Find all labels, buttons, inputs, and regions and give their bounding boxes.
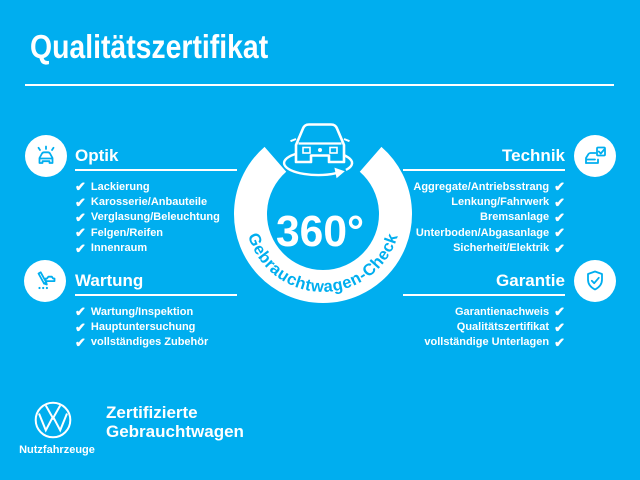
check-list: ✔ Lackierung ✔ Karosserie/Anbauteile ✔ Verg… — [75, 179, 237, 256]
car-rotation-icon — [282, 123, 354, 179]
title-divider — [25, 84, 614, 86]
section-underline — [75, 294, 237, 296]
checkmark-icon: ✔ — [554, 334, 565, 350]
checkmark-icon: ✔ — [554, 240, 565, 256]
check-item: Bremsanlage ✔ — [403, 210, 565, 225]
check-item: ✔ Verglasung/Beleuchtung — [75, 210, 237, 225]
checkmark-icon: ✔ — [554, 194, 565, 210]
check-item-label: Felgen/Reifen — [90, 226, 164, 239]
360-ring — [234, 146, 412, 303]
check-item: ✔ Hauptuntersuchung — [75, 319, 237, 334]
shield-check-icon — [587, 270, 603, 291]
check-item-label: Garantienachweis — [454, 305, 550, 318]
brand-label: Nutzfahrzeuge — [19, 444, 95, 456]
technik-section-badge — [574, 135, 616, 177]
check-item: Qualitätszertifikat ✔ — [403, 319, 565, 334]
vw-logo — [34, 401, 72, 439]
page-title: Qualitätszertifikat — [30, 28, 269, 65]
section-garantie: Garantie Garantienachweis ✔ Qualitätszert… — [403, 271, 565, 350]
optik-section-badge — [25, 135, 67, 177]
checkmark-icon: ✔ — [75, 225, 86, 241]
check-item-label: Innenraum — [90, 242, 148, 255]
check-item-label: Unterboden/Abgasanlage — [415, 226, 550, 239]
check-item: Sicherheit/Elektrik ✔ — [403, 241, 565, 256]
check-item: ✔ Innenraum — [75, 241, 237, 256]
check-item: Aggregate/Antriebsstrang ✔ — [403, 179, 565, 194]
check-item: ✔ Felgen/Reifen — [75, 225, 237, 240]
checkmark-icon: ✔ — [75, 179, 86, 195]
check-item: ✔ Karosserie/Anbauteile — [75, 194, 237, 209]
section-underline — [75, 169, 237, 171]
check-item-label: Qualitätszertifikat — [456, 321, 550, 334]
checkmark-icon: ✔ — [554, 304, 565, 320]
checkmark-icon: ✔ — [75, 334, 86, 350]
section-optik: Optik ✔ Lackierung ✔ Karosserie/Anbauteile… — [75, 146, 237, 256]
checkmark-icon: ✔ — [554, 179, 565, 195]
garantie-section-badge — [574, 260, 616, 302]
check-item-label: Karosserie/Anbauteile — [90, 196, 208, 209]
check-item-label: vollständiges Zubehör — [90, 336, 209, 349]
checkmark-icon: ✔ — [554, 209, 565, 225]
check-item-label: Wartung/Inspektion — [90, 305, 194, 318]
check-item-label: Lackierung — [90, 180, 150, 193]
sparkling-car-icon — [37, 145, 55, 164]
check-item: Garantienachweis ✔ — [403, 304, 565, 319]
section-title: Garantie — [496, 271, 565, 290]
check-item-label: Verglasung/Beleuchtung — [90, 211, 220, 224]
check-item-label: Hauptuntersuchung — [90, 321, 196, 334]
section-underline — [403, 169, 565, 171]
check-item: ✔ Lackierung — [75, 179, 237, 194]
section-technik: Technik Aggregate/Antriebsstrang ✔ Lenkun… — [403, 146, 565, 256]
checkmark-icon: ✔ — [75, 240, 86, 256]
check-list: ✔ Wartung/Inspektion ✔ Hauptuntersuchung ✔… — [75, 304, 237, 350]
check-item: ✔ vollständiges Zubehör — [75, 335, 237, 350]
checkmark-icon: ✔ — [554, 319, 565, 335]
wartung-section-badge — [24, 260, 66, 302]
check-item-label: vollständige Unterlagen — [424, 336, 550, 349]
section-title: Wartung — [75, 271, 144, 290]
check-item: Lenkung/Fahrwerk ✔ — [403, 194, 565, 209]
tagline-line-1: Zertifizierte — [106, 403, 198, 422]
footer-tagline: Zertifizierte Gebrauchtwagen — [106, 403, 244, 441]
tagline-line-2: Gebrauchtwagen — [106, 422, 244, 441]
check-item-label: Lenkung/Fahrwerk — [451, 196, 550, 209]
check-item: vollständige Unterlagen ✔ — [403, 335, 565, 350]
check-item-label: Sicherheit/Elektrik — [453, 242, 550, 255]
checkmark-icon: ✔ — [75, 194, 86, 210]
car-checkbox-icon — [585, 146, 606, 164]
badge-value: 360° — [276, 207, 364, 256]
checkmark-icon: ✔ — [75, 304, 86, 320]
check-list: Aggregate/Antriebsstrang ✔ Lenkung/Fahrwe… — [403, 179, 565, 256]
checkmark-icon: ✔ — [554, 225, 565, 241]
section-title: Technik — [502, 146, 565, 165]
check-list: Garantienachweis ✔ Qualitätszertifikat ✔ v… — [403, 304, 565, 350]
badge-label-curved: Gebrauchtwagen-Check — [244, 231, 402, 297]
check-item-label: Aggregate/Antriebsstrang — [413, 180, 550, 193]
checkmark-icon: ✔ — [75, 209, 86, 225]
section-underline — [403, 294, 565, 296]
check-item: ✔ Wartung/Inspektion — [75, 304, 237, 319]
checkmark-icon: ✔ — [75, 319, 86, 335]
check-item: Unterboden/Abgasanlage ✔ — [403, 225, 565, 240]
section-wartung: Wartung ✔ Wartung/Inspektion ✔ Hauptunters… — [75, 271, 237, 350]
check-item-label: Bremsanlage — [480, 211, 550, 224]
service-checklist-icon — [37, 271, 56, 290]
section-title: Optik — [75, 146, 119, 165]
